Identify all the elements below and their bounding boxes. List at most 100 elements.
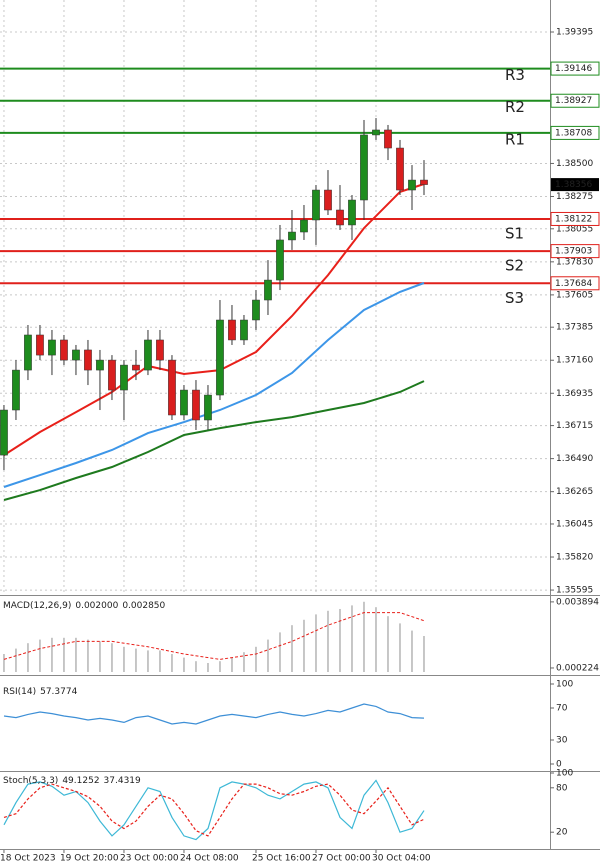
moving-average	[3, 380, 425, 501]
candle-body	[96, 359, 104, 371]
x-tick-label: 27 Oct 00:00	[312, 854, 371, 864]
candle-body	[108, 359, 116, 391]
candle-body	[288, 231, 296, 241]
candle-body	[228, 319, 236, 341]
y-tick-label: 70	[556, 704, 568, 714]
level-name: R2	[505, 98, 525, 116]
level-price-box	[550, 125, 600, 140]
candle-body	[60, 339, 68, 361]
last-price: 1.38356	[555, 180, 592, 190]
level-price: 1.37684	[555, 279, 592, 289]
candle-body	[48, 339, 56, 356]
level-name: S2	[505, 257, 524, 275]
x-tick-label: 24 Oct 08:00	[180, 854, 239, 864]
candle-body	[0, 409, 8, 456]
level-price-box	[550, 244, 600, 259]
y-tick-label: 1.37605	[556, 290, 593, 300]
y-tick-label: 1.37160	[556, 356, 593, 366]
indicator-readout: 0.002850	[122, 601, 165, 611]
y-tick-label: 0.003894	[556, 597, 599, 607]
y-tick-label: 1.38275	[556, 192, 593, 202]
level-price: 1.39146	[555, 64, 592, 74]
y-tick-label: 20	[556, 828, 568, 838]
candle-body	[84, 349, 92, 371]
y-tick-label: 1.36935	[556, 389, 593, 399]
x-tick-label: 18 Oct 2023	[0, 854, 56, 864]
x-tick-label: 19 Oct 20:00	[60, 854, 119, 864]
level-price: 1.38122	[555, 214, 592, 224]
y-tick-label: 1.39395	[556, 28, 593, 38]
indicator-name: Stoch(5,3,3)	[3, 776, 58, 786]
candle-body	[192, 389, 200, 421]
candle-body	[396, 147, 404, 191]
indicator-readout: 49.1252	[62, 776, 99, 786]
x-tick-label: 23 Oct 00:00	[120, 854, 179, 864]
y-tick-label: 1.36045	[556, 519, 593, 529]
indicator-name: MACD(12,26,9)	[3, 601, 71, 611]
indicator-label: RSI(14) 57.3774	[3, 687, 78, 697]
level-name: S1	[505, 224, 524, 242]
candle-body	[240, 319, 248, 341]
candle-body	[300, 219, 308, 233]
candle-body	[144, 339, 152, 371]
x-tick-label: 25 Oct 16:00	[252, 854, 311, 864]
indicator-line	[3, 779, 425, 841]
candle-body	[168, 359, 176, 416]
candle-body	[204, 394, 212, 421]
candle-body	[252, 299, 260, 321]
candle-body	[384, 129, 392, 149]
candle-body	[36, 334, 44, 356]
indicator-readout: 57.3774	[40, 687, 77, 697]
level-price: 1.38927	[555, 96, 592, 106]
y-tick-label: 30	[556, 736, 568, 746]
y-tick-label: 1.37830	[556, 257, 593, 267]
candle-body	[12, 369, 20, 411]
y-tick-label: 1.35820	[556, 553, 593, 563]
candle-body	[132, 364, 140, 371]
level-name: R1	[505, 130, 525, 148]
y-tick-label: 0	[556, 760, 562, 770]
moving-average	[3, 282, 425, 488]
y-tick-label: 1.36715	[556, 421, 593, 431]
candle-body	[120, 364, 128, 391]
candle-body	[312, 189, 320, 221]
indicator-name: RSI(14)	[3, 687, 36, 697]
candle-body	[348, 199, 356, 226]
level-name: S3	[505, 289, 524, 307]
candle-body	[156, 339, 164, 361]
candle-body	[24, 334, 32, 371]
candle-body	[420, 179, 428, 185]
candle-body	[372, 129, 380, 136]
level-price-box	[550, 276, 600, 291]
y-tick-label: 0.000224	[556, 663, 599, 673]
indicator-line	[3, 783, 425, 837]
signal-line	[3, 612, 425, 660]
indicator-label: Stoch(5,3,3) 49.1252 37.4319	[3, 776, 141, 786]
y-tick-label: 1.36490	[556, 454, 593, 464]
candle-body	[180, 389, 188, 416]
candle-body	[324, 189, 332, 211]
level-price-box	[550, 93, 600, 108]
candle-body	[72, 349, 80, 361]
last-price-box	[551, 178, 599, 192]
y-tick-label: 100	[556, 769, 573, 779]
indicator-label: MACD(12,26,9) 0.002000 0.002850	[3, 601, 166, 611]
indicator-readout: 37.4319	[104, 776, 141, 786]
level-name: R3	[505, 66, 525, 84]
candle-body	[408, 179, 416, 191]
y-tick-label: 80	[556, 783, 568, 793]
y-tick-label: 1.36265	[556, 487, 593, 497]
candle-body	[336, 209, 344, 226]
level-price: 1.37903	[555, 247, 592, 257]
y-tick-label: 1.38055	[556, 224, 593, 234]
level-price: 1.38708	[555, 128, 592, 138]
candle-body	[276, 239, 284, 281]
y-tick-label: 1.38500	[556, 159, 593, 169]
y-tick-label: 100	[556, 680, 573, 690]
candle-body	[216, 319, 224, 396]
y-tick-label: 1.35595	[556, 586, 593, 596]
candle-body	[360, 134, 368, 201]
level-price-box	[550, 211, 600, 226]
